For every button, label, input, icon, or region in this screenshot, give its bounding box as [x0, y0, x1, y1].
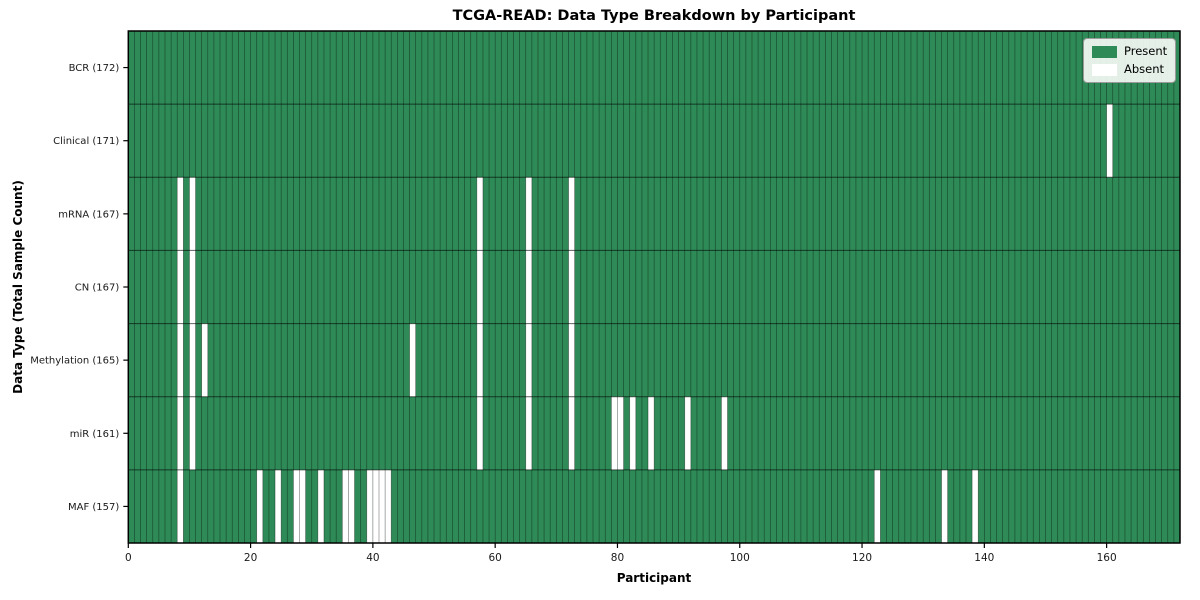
absent-cell: [972, 469, 979, 543]
absent-cell: [201, 323, 208, 397]
absent-cell: [348, 469, 355, 543]
absent-cell: [525, 250, 532, 324]
x-tick-label: 20: [244, 552, 257, 564]
absent-cell: [189, 177, 196, 251]
absent-cell: [941, 469, 948, 543]
absent-cell: [342, 469, 349, 543]
x-tick-label: 100: [730, 552, 750, 564]
absent-cell: [317, 469, 324, 543]
absent-cell: [476, 396, 483, 470]
x-axis-ticks: 0 20 40 60 80 100 120 140 160: [125, 543, 1117, 564]
y-tick-label: MAF (157): [68, 502, 119, 513]
absent-cell: [568, 323, 575, 397]
x-tick-label: 120: [852, 552, 872, 564]
absent-cell: [385, 469, 392, 543]
legend: Present Absent: [1083, 38, 1176, 83]
absent-cell: [256, 469, 263, 543]
y-axis-label: Data Type (Total Sample Count): [11, 180, 25, 394]
y-axis-ticks: BCR (172) Clinical (171) mRNA (167) CN (167…: [30, 63, 129, 513]
absent-cell: [525, 323, 532, 397]
legend-swatch-absent-icon: [1092, 63, 1117, 76]
x-tick-label: 160: [1097, 552, 1117, 564]
x-tick-label: 80: [611, 552, 624, 564]
absent-cell: [525, 177, 532, 251]
absent-cell: [177, 323, 184, 397]
chart-title: TCGA-READ: Data Type Breakdown by Partic…: [452, 8, 856, 24]
absent-cell: [189, 396, 196, 470]
x-tick-label: 0: [125, 552, 132, 564]
x-tick-label: 140: [974, 552, 994, 564]
absent-cell: [611, 396, 618, 470]
legend-label-present: Present: [1124, 44, 1168, 58]
absent-cell: [617, 396, 624, 470]
absent-cell: [476, 177, 483, 251]
absent-cell: [721, 396, 728, 470]
absent-cell: [568, 250, 575, 324]
x-tick-label: 60: [488, 552, 501, 564]
participant-grid-lines: [127, 31, 1181, 543]
y-tick-label: BCR (172): [69, 63, 120, 74]
absent-cell: [366, 469, 373, 543]
absent-cell: [372, 469, 379, 543]
absent-cell: [177, 177, 184, 251]
legend-label-absent: Absent: [1124, 62, 1165, 76]
absent-cell: [177, 469, 184, 543]
y-tick-label: Clinical (171): [53, 136, 119, 147]
absent-cell: [629, 396, 636, 470]
y-tick-label: Methylation (165): [30, 356, 119, 367]
absent-cell: [189, 250, 196, 324]
absent-cell: [568, 177, 575, 251]
absent-cell: [648, 396, 655, 470]
y-tick-label: mRNA (167): [58, 209, 119, 220]
absent-cell: [525, 396, 532, 470]
absent-cell: [275, 469, 282, 543]
y-tick-label: miR (161): [70, 429, 120, 440]
absent-cell: [684, 396, 691, 470]
absent-cell: [299, 469, 306, 543]
absent-cell: [476, 250, 483, 324]
absent-cell: [189, 323, 196, 397]
absent-cell: [177, 250, 184, 324]
absent-cell: [1106, 104, 1113, 178]
absent-cells: [177, 104, 1113, 543]
legend-swatch-present-icon: [1092, 45, 1117, 58]
absent-cell: [378, 469, 386, 543]
legend-item-present: Present: [1092, 45, 1167, 58]
absent-cell: [177, 396, 184, 470]
x-tick-label: 40: [366, 552, 379, 564]
x-axis-label: Participant: [616, 571, 692, 585]
absent-cell: [874, 469, 881, 543]
absent-cell: [476, 323, 483, 397]
legend-item-absent: Absent: [1092, 63, 1167, 76]
absent-cell: [293, 469, 300, 543]
y-tick-label: CN (167): [75, 283, 120, 294]
absent-cell: [568, 396, 575, 470]
absent-cell: [409, 323, 416, 397]
